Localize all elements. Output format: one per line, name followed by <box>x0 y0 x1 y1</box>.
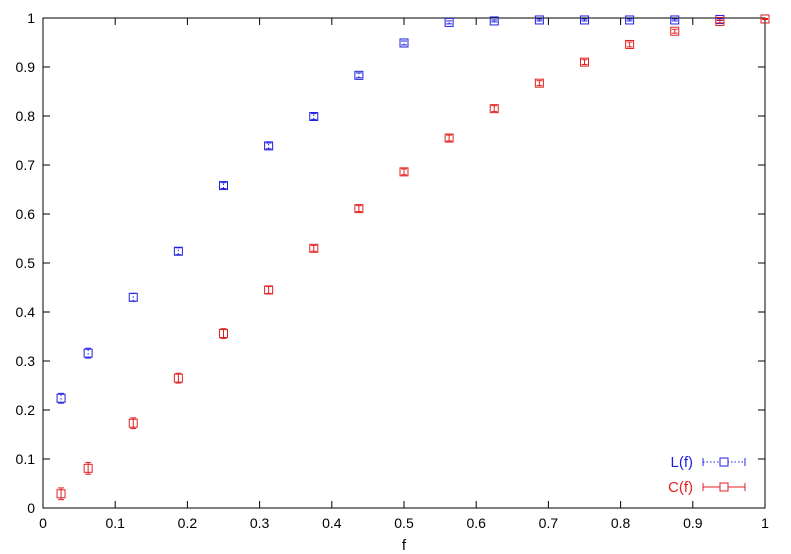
y-tick-label: 0.9 <box>16 59 36 75</box>
data-point <box>534 15 544 25</box>
data-point <box>670 26 680 36</box>
data-point <box>399 38 409 48</box>
y-tick-label: 0.7 <box>16 157 36 173</box>
x-tick-label: 0.9 <box>683 515 703 531</box>
data-point <box>309 243 319 253</box>
data-point <box>489 16 499 26</box>
legend-label: L(f) <box>671 454 694 471</box>
data-point <box>534 78 544 88</box>
y-tick-label: 0.8 <box>16 108 36 124</box>
data-point <box>173 246 183 256</box>
x-tick-label: 0.1 <box>105 515 125 531</box>
x-tick-labels: 0 0.1 0.2 0.3 0.4 0.5 0.6 0.7 0.8 0.9 1 <box>39 515 769 531</box>
x-axis-title: f <box>402 537 407 554</box>
y-tick-label: 0.2 <box>16 402 36 418</box>
data-point <box>83 463 93 473</box>
data-point <box>309 111 319 121</box>
x-tick-label: 0.8 <box>611 515 631 531</box>
data-point <box>444 17 454 27</box>
data-point <box>264 285 274 295</box>
data-point <box>760 14 770 24</box>
data-point <box>715 16 725 26</box>
y-tick-label: 0.5 <box>16 255 36 271</box>
x-tick-label: 0.6 <box>466 515 486 531</box>
legend-marker <box>719 457 729 467</box>
series-0 <box>56 14 770 404</box>
data-point <box>444 133 454 143</box>
data-point <box>399 167 409 177</box>
axis-ticks <box>42 17 766 509</box>
data-point <box>219 181 228 191</box>
data-point <box>173 373 183 383</box>
data-point <box>580 57 589 67</box>
x-tick-label: 0.2 <box>178 515 198 531</box>
data-point <box>625 39 635 49</box>
y-tick-label: 0.3 <box>16 353 36 369</box>
legend: L(f) C(f) <box>668 454 746 496</box>
plot-frame <box>42 17 766 509</box>
y-tick-label: 0.1 <box>16 451 36 467</box>
y-tick-labels: 0 0.1 0.2 0.3 0.4 0.5 0.6 0.7 0.8 0.9 1 <box>16 10 36 516</box>
data-point <box>264 141 274 151</box>
data-point <box>128 292 138 302</box>
x-tick-label: 0.5 <box>394 515 414 531</box>
y-tick-label: 0.4 <box>16 304 36 320</box>
data-point <box>625 15 635 25</box>
y-tick-label: 1 <box>27 10 35 26</box>
data-point <box>354 70 364 80</box>
data-point <box>56 489 66 499</box>
data-series <box>56 14 770 501</box>
data-point <box>354 204 364 214</box>
data-point <box>128 418 138 428</box>
x-tick-label: 0.3 <box>250 515 270 531</box>
x-tick-label: 0 <box>39 515 47 531</box>
legend-label: C(f) <box>668 479 693 496</box>
legend-marker <box>719 482 729 492</box>
y-tick-label: 0.6 <box>16 206 36 222</box>
data-point <box>580 15 589 25</box>
data-point <box>56 393 66 403</box>
data-point <box>219 329 228 339</box>
x-tick-label: 0.7 <box>539 515 559 531</box>
data-point <box>83 348 93 358</box>
y-tick-label: 0 <box>27 500 35 516</box>
x-tick-label: 1 <box>761 515 769 531</box>
series-1 <box>56 14 770 501</box>
data-point <box>489 104 499 114</box>
data-point <box>670 15 680 25</box>
x-tick-label: 0.4 <box>322 515 342 531</box>
